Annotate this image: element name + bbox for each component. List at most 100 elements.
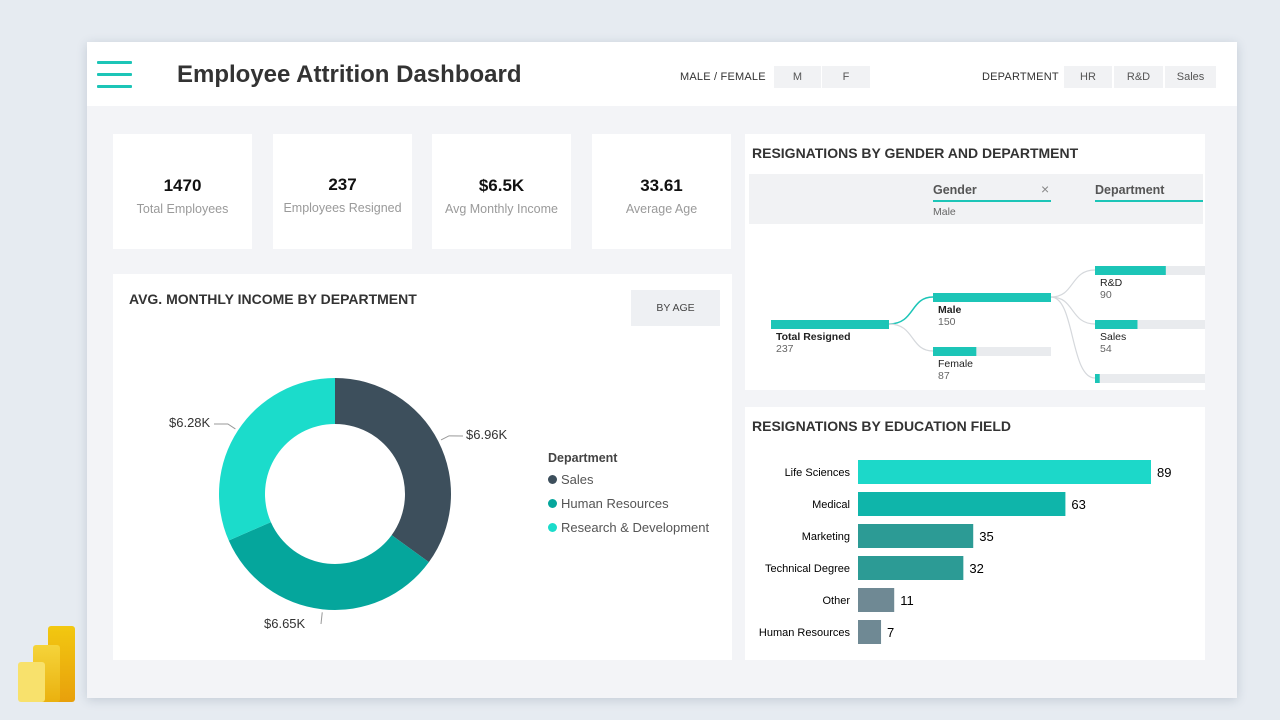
legend-dot <box>548 474 557 484</box>
legend-label: Human Resources <box>561 495 669 511</box>
tree-node-female[interactable]: Female 87 <box>938 358 973 382</box>
bar-category-label: Medical <box>812 499 850 511</box>
department-option-sales[interactable]: Sales <box>1165 66 1216 88</box>
kpi-employees-resigned: 237 Employees Resigned <box>273 134 412 249</box>
donut-label-research-development: $6.28K <box>169 415 211 430</box>
bar-category-label: Life Sciences <box>785 467 851 479</box>
gender-slicer-label: MALE / FEMALE <box>680 71 766 83</box>
legend-item-human-resources[interactable]: Human Resources <box>548 491 709 515</box>
bar-value-label: 63 <box>1071 497 1085 512</box>
by-age-button[interactable]: BY AGE <box>631 290 720 326</box>
legend-label: Sales <box>561 471 594 487</box>
tree-connector <box>1050 269 1096 298</box>
tree-node-sales[interactable]: Sales 54 <box>1100 331 1126 355</box>
kpi-label: Total Employees <box>136 202 229 216</box>
tree-bar-hr[interactable] <box>1095 374 1100 383</box>
tree-bar-track <box>933 347 1051 356</box>
education-bar[interactable] <box>858 588 895 612</box>
tree-connector <box>1050 296 1096 379</box>
kpi-value: 237 <box>328 175 357 194</box>
bar-value-label: 35 <box>979 529 993 544</box>
kpi-total-employees: 1470 Total Employees <box>113 134 252 249</box>
donut-slice-sales[interactable] <box>335 378 451 563</box>
legend-dot <box>548 522 557 532</box>
legend-item-research-development[interactable]: Research & Development <box>548 515 709 539</box>
node-name: Female <box>938 358 974 370</box>
card-title: AVG. MONTHLY INCOME BY DEPARTMENT <box>129 291 417 307</box>
tree-node-rnd[interactable]: R&D 90 <box>1100 277 1122 301</box>
node-value: 87 <box>938 370 950 382</box>
legend-label: Research & Development <box>561 519 710 535</box>
tree-node-root[interactable]: Total Resigned 237 <box>776 331 850 355</box>
tree-connector <box>888 323 934 352</box>
node-name: Male <box>938 304 962 316</box>
bar-value-label: 7 <box>887 625 894 640</box>
bar-value-label: 32 <box>969 561 983 576</box>
decomposition-tree <box>771 266 1205 383</box>
donut-leader-line <box>213 423 236 430</box>
education-bar-chart: Life Sciences 89 Medical 63 Marketing 35 Techn… <box>759 460 1171 644</box>
node-name: Sales <box>1100 331 1127 343</box>
bar-category-label: Other <box>822 595 850 607</box>
kpi-value: $6.5K <box>478 176 525 195</box>
tree-header-gender: Gender <box>933 183 977 197</box>
tree-header: Gender × Male Department <box>749 174 1203 224</box>
legend-title: Department <box>548 451 618 465</box>
tree-header-department: Department <box>1095 183 1165 197</box>
report-canvas: Employee Attrition Dashboard MALE / FEMA… <box>87 42 1237 698</box>
node-value: 90 <box>1100 289 1112 301</box>
node-value: 54 <box>1100 343 1112 355</box>
legend-item-sales[interactable]: Sales <box>548 467 709 491</box>
tree-header-underline <box>933 200 1051 202</box>
tree-header-gender-value: Male <box>933 206 956 218</box>
node-value: 237 <box>776 343 794 355</box>
kpi-label: Avg Monthly Income <box>444 202 559 216</box>
gender-option-female[interactable]: F <box>822 66 870 88</box>
node-value: 150 <box>938 316 956 328</box>
donut-legend: Department Sales Human Resources Researc… <box>548 451 709 539</box>
tree-bar-track <box>1095 374 1205 383</box>
menu-icon[interactable] <box>97 61 133 89</box>
department-option-rnd[interactable]: R&D <box>1114 66 1163 88</box>
donut-slice-research-development[interactable] <box>219 378 335 541</box>
page-title: Employee Attrition Dashboard <box>177 61 522 88</box>
card-title: RESIGNATIONS BY EDUCATION FIELD <box>752 418 1012 434</box>
bar-category-label: Marketing <box>802 531 850 543</box>
income-by-department-card: AVG. MONTHLY INCOME BY DEPARTMENT BY AGE… <box>113 274 732 660</box>
bar-category-label: Technical Degree <box>765 563 850 575</box>
tree-bar-track <box>1095 320 1205 329</box>
tree-bar-root[interactable] <box>771 320 889 329</box>
donut-slice-human-resources[interactable] <box>228 522 429 610</box>
tree-connector <box>888 296 934 325</box>
node-name: R&D <box>1100 277 1123 289</box>
tree-bar-female[interactable] <box>933 347 977 356</box>
kpi-value: 33.61 <box>640 176 683 195</box>
education-bar[interactable] <box>858 492 1066 516</box>
donut-label-sales: $6.96K <box>466 427 508 442</box>
legend-dot <box>548 498 557 508</box>
department-option-hr[interactable]: HR <box>1064 66 1112 88</box>
education-bar[interactable] <box>858 460 1151 484</box>
powerbi-logo-icon <box>18 626 75 702</box>
tree-bar-rnd[interactable] <box>1095 266 1166 275</box>
kpi-avg-monthly-income: $6.5K Avg Monthly Income <box>432 134 571 249</box>
bar-value-label: 89 <box>1157 465 1171 480</box>
resignations-by-gender-card: RESIGNATIONS BY GENDER AND DEPARTMENT Ge… <box>745 134 1205 390</box>
tree-node-male[interactable]: Male 150 <box>938 304 961 328</box>
education-bar[interactable] <box>858 556 964 580</box>
education-bar[interactable] <box>858 524 974 548</box>
gender-option-male[interactable]: M <box>774 66 821 88</box>
tree-bar-sales[interactable] <box>1095 320 1138 329</box>
bar-category-label: Human Resources <box>759 627 851 639</box>
bar-value-label: 11 <box>900 593 914 608</box>
kpi-value: 1470 <box>163 176 202 195</box>
tree-header-underline <box>1095 200 1203 202</box>
clear-filter-icon[interactable]: × <box>1041 181 1050 197</box>
education-bar[interactable] <box>858 620 882 644</box>
kpi-average-age: 33.61 Average Age <box>592 134 731 249</box>
donut-leader-line <box>440 435 464 441</box>
donut-label-human-resources: $6.65K <box>264 616 306 631</box>
tree-bar-male[interactable] <box>933 293 1051 302</box>
tree-connector <box>1050 296 1096 325</box>
node-name: Total Resigned <box>776 331 851 343</box>
